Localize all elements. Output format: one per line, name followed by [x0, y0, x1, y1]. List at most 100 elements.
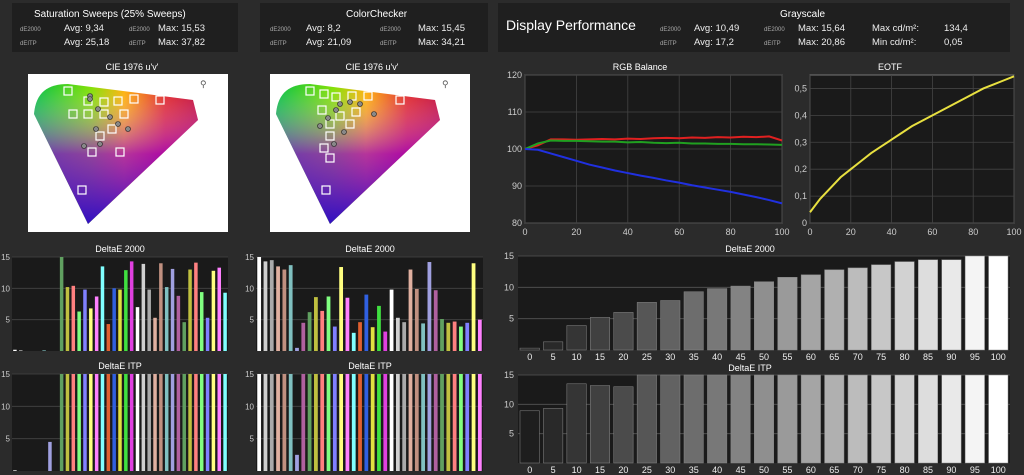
- target-square: [119, 109, 129, 119]
- target-square: [347, 91, 357, 101]
- stat-value: Min cd/m²:: [872, 37, 917, 48]
- cc-itp-title: DeltaE ITP: [348, 361, 392, 371]
- measured-point: [347, 99, 353, 105]
- bar: [408, 269, 413, 351]
- bar: [129, 261, 134, 351]
- x-tick-label: 15: [595, 465, 605, 475]
- plot-area: [256, 374, 483, 471]
- bar: [141, 374, 146, 471]
- stat-label: dE2000: [129, 27, 150, 33]
- series-line: [524, 135, 783, 150]
- y-tick-label: 5: [6, 435, 11, 444]
- target-square: [95, 131, 105, 141]
- performance-stats: Display Performance Grayscale dE2000 Avg…: [498, 3, 1010, 52]
- x-tick-label: 30: [665, 465, 675, 475]
- bar: [94, 296, 99, 351]
- x-tick-label: 20: [618, 352, 628, 362]
- bar: [364, 374, 369, 471]
- bar: [282, 269, 287, 351]
- bar: [112, 374, 116, 471]
- bar: [707, 374, 728, 464]
- target-square: [113, 96, 123, 106]
- bar: [182, 322, 186, 351]
- bar: [988, 374, 1009, 464]
- bar: [13, 470, 17, 471]
- y-tick-label: 10: [1, 284, 10, 293]
- bar: [118, 289, 122, 351]
- bar: [147, 374, 151, 471]
- y-tick-label: 0,3: [794, 137, 807, 147]
- zoom-icon[interactable]: ⚲: [442, 79, 449, 89]
- bar: [964, 255, 985, 351]
- stat-value: Max: 15,45: [418, 23, 465, 34]
- bar: [459, 374, 463, 471]
- bar: [543, 408, 564, 464]
- y-tick-label: 15: [245, 253, 254, 262]
- bar: [295, 454, 299, 471]
- target-square: [363, 91, 373, 101]
- bar: [440, 319, 444, 351]
- x-tick-label: 100: [991, 352, 1006, 362]
- measured-point: [341, 129, 347, 135]
- bar: [269, 260, 274, 351]
- x-tick-label: 80: [900, 465, 910, 475]
- bar: [427, 262, 432, 351]
- bar: [660, 374, 681, 464]
- bar: [459, 326, 463, 351]
- bar: [288, 265, 293, 351]
- stat-value: Avg: 8,2: [306, 23, 341, 34]
- bar: [471, 263, 476, 351]
- bar: [94, 374, 99, 471]
- bar: [395, 374, 400, 471]
- measured-point: [93, 126, 99, 132]
- bar: [59, 257, 64, 351]
- y-tick-label: 15: [1, 253, 10, 262]
- target-square: [77, 185, 87, 195]
- bar: [89, 374, 93, 471]
- bar: [964, 374, 985, 464]
- bar: [351, 374, 356, 471]
- bar: [364, 294, 369, 351]
- bar: [211, 270, 216, 351]
- bar: [288, 374, 293, 471]
- bar: [129, 374, 134, 471]
- gray-itp-title: DeltaE ITP: [728, 363, 772, 373]
- zoom-icon[interactable]: ⚲: [200, 79, 207, 89]
- bar: [754, 281, 774, 351]
- target-square: [99, 109, 109, 119]
- x-tick-label: 35: [689, 465, 699, 475]
- x-tick-label: 85: [923, 352, 933, 362]
- gamut-shade: [276, 84, 440, 224]
- bar: [427, 374, 432, 471]
- saturation-itp-chart: 5 10 15: [1, 370, 228, 471]
- x-tick-label: 10: [572, 352, 582, 362]
- target-square: [68, 109, 78, 119]
- bar: [71, 285, 76, 351]
- x-tick-label: 50: [759, 465, 769, 475]
- bar: [871, 264, 892, 351]
- bar: [339, 374, 344, 471]
- bar: [408, 374, 413, 471]
- bar: [48, 441, 52, 471]
- bar: [613, 312, 634, 351]
- bar: [433, 290, 438, 351]
- bar: [683, 374, 704, 464]
- measured-point: [115, 121, 121, 127]
- x-tick-label: 0: [522, 227, 527, 237]
- measured-point: [81, 143, 87, 149]
- target-square: [99, 97, 109, 107]
- bar: [170, 374, 175, 471]
- bar: [477, 319, 482, 351]
- x-tick-label: 60: [806, 352, 816, 362]
- colorchecker-itp-chart: 5 10 15: [245, 370, 483, 471]
- bar: [421, 323, 425, 351]
- x-tick-label: 5: [551, 465, 556, 475]
- stat-value: Max: 15,53: [158, 23, 205, 34]
- bar: [613, 386, 634, 464]
- bar: [730, 374, 751, 464]
- saturation-de2000-chart: 5 10 15: [1, 253, 228, 351]
- bar: [176, 374, 181, 471]
- bar: [636, 374, 657, 464]
- measured-point: [97, 141, 103, 147]
- bar: [777, 374, 798, 464]
